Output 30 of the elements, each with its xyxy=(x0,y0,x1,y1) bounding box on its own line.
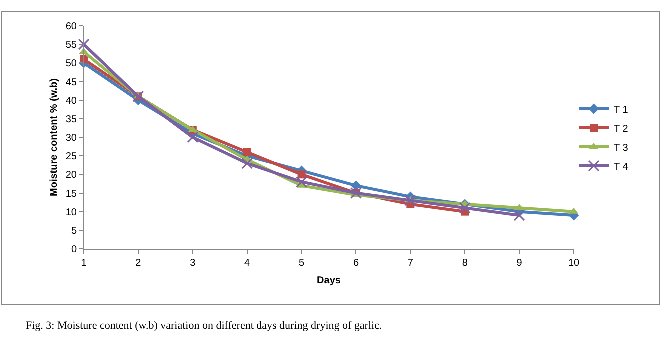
y-tick-label: 35 xyxy=(66,114,78,126)
y-tick-label: 55 xyxy=(66,40,78,52)
y-tick-label: 0 xyxy=(71,244,78,256)
y-tick-label: 60 xyxy=(66,22,78,32)
y-tick-label: 10 xyxy=(66,207,78,218)
x-tick-label: 7 xyxy=(408,258,414,269)
legend-label: T 1 xyxy=(614,104,629,116)
x-tick-label: 10 xyxy=(568,258,580,269)
y-tick-label: 5 xyxy=(71,226,78,237)
x-tick-label: 9 xyxy=(516,258,523,269)
y-tick-label: 20 xyxy=(66,170,78,182)
x-tick-label: 6 xyxy=(353,258,360,269)
y-axis-title: Moisture content % (w.b) xyxy=(48,78,60,196)
y-tick-label: 45 xyxy=(66,77,78,88)
x-tick-label: 4 xyxy=(244,258,251,269)
x-tick-label: 2 xyxy=(136,258,142,269)
legend-label: T 4 xyxy=(614,162,629,173)
y-tick-label: 25 xyxy=(66,152,78,163)
x-axis-title: Days xyxy=(317,276,342,286)
caption: Fig. 3: Moisture content (w.b) variation on different days during drying of garlic. xyxy=(26,320,382,332)
x-tick-label: 3 xyxy=(190,258,196,269)
y-tick-label: 15 xyxy=(66,188,78,200)
legend-label: T 2 xyxy=(614,124,629,135)
x-tick-label: 5 xyxy=(299,258,305,269)
legend-label: T 3 xyxy=(614,142,629,154)
x-tick-label: 8 xyxy=(462,258,468,269)
y-tick-label: 30 xyxy=(66,133,78,144)
y-tick-label: 40 xyxy=(66,96,78,107)
x-tick-label: 1 xyxy=(81,258,88,269)
y-tick-label: 50 xyxy=(66,58,78,70)
